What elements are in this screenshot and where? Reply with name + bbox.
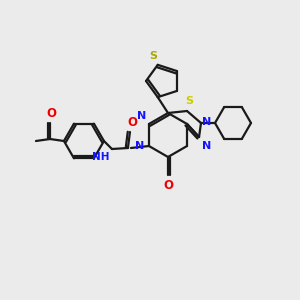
Text: O: O: [127, 116, 137, 129]
Text: S: S: [150, 51, 158, 61]
Text: N: N: [135, 141, 144, 151]
Text: NH: NH: [92, 152, 110, 162]
Text: N: N: [202, 117, 211, 127]
Text: N: N: [202, 141, 211, 151]
Text: S: S: [185, 96, 193, 106]
Text: N: N: [137, 111, 146, 121]
Text: O: O: [163, 179, 173, 192]
Text: O: O: [46, 107, 56, 120]
